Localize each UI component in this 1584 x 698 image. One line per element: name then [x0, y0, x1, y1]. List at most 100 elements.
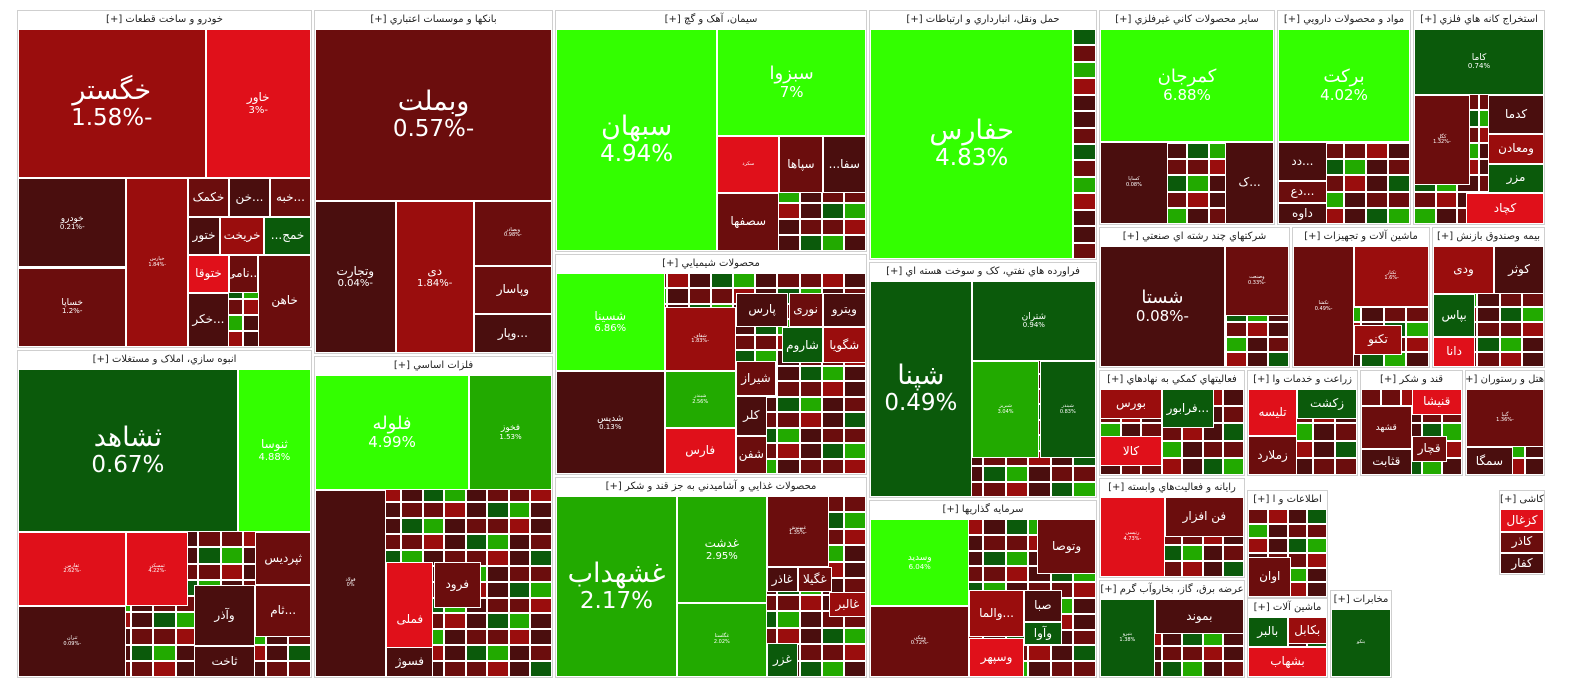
minor-tile[interactable]	[401, 502, 423, 519]
minor-tile[interactable]	[1499, 321, 1522, 337]
minor-tile[interactable]	[1388, 159, 1410, 176]
minor-tile[interactable]	[1073, 111, 1096, 128]
minor-tile[interactable]	[1005, 519, 1029, 535]
minor-tile[interactable]	[1050, 481, 1074, 497]
minor-tile[interactable]	[843, 545, 866, 562]
stock-tile[interactable]: سپاها	[779, 135, 823, 194]
stock-tile[interactable]: غدشت 2.95%	[676, 496, 767, 603]
minor-tile[interactable]	[1313, 440, 1336, 458]
minor-tile[interactable]	[444, 661, 466, 677]
minor-tile[interactable]	[288, 644, 311, 661]
sector-title[interactable]: انبوه سازي، املاک و مستغلات [+]	[18, 351, 311, 369]
minor-tile[interactable]	[1499, 336, 1522, 352]
minor-tile[interactable]	[1073, 78, 1096, 95]
minor-tile[interactable]	[1223, 545, 1244, 561]
minor-tile[interactable]	[1521, 351, 1544, 367]
minor-tile[interactable]	[1165, 207, 1187, 224]
minor-tile[interactable]	[444, 613, 466, 630]
minor-tile[interactable]	[1073, 94, 1096, 112]
sector-title[interactable]: اطلاعات و ا [+]	[1248, 491, 1327, 509]
minor-tile[interactable]	[508, 502, 531, 519]
minor-tile[interactable]	[1073, 598, 1096, 614]
stock-tile[interactable]: کاذر	[1500, 531, 1544, 553]
minor-tile[interactable]	[1073, 242, 1096, 259]
minor-tile[interactable]	[755, 334, 778, 351]
minor-tile[interactable]	[1313, 457, 1336, 475]
stock-tile[interactable]: ثنوسا 4.88%	[237, 369, 311, 533]
minor-tile[interactable]	[777, 273, 800, 289]
sector-title[interactable]: بانکها و موسسات اعتباري [+]	[315, 11, 552, 29]
minor-tile[interactable]	[220, 547, 244, 564]
minor-tile[interactable]	[1005, 481, 1029, 497]
minor-tile[interactable]	[508, 565, 531, 582]
sector-sugar[interactable]: قند و شکر [+] قنیشا قشهد قثابت قچار	[1360, 370, 1463, 476]
stock-tile[interactable]: ونیکی -0.72%	[870, 605, 970, 677]
stock-tile[interactable]: فارس	[664, 427, 736, 474]
minor-tile[interactable]	[465, 661, 488, 677]
stock-tile[interactable]: وسپهر	[969, 637, 1024, 677]
minor-tile[interactable]	[843, 396, 866, 413]
stock-tile[interactable]: سکرد	[717, 135, 780, 194]
minor-tile[interactable]	[508, 581, 531, 598]
minor-tile[interactable]	[1073, 61, 1096, 79]
stock-tile[interactable]: تلیسه	[1248, 389, 1298, 437]
minor-tile[interactable]	[821, 412, 844, 428]
minor-tile[interactable]	[777, 443, 800, 459]
stock-tile[interactable]: شاروم	[782, 327, 823, 364]
minor-tile[interactable]	[777, 203, 800, 220]
stock-tile[interactable]: قچار	[1411, 436, 1447, 463]
minor-tile[interactable]	[1223, 661, 1244, 677]
sector-title[interactable]: فعاليتهاي کمکي به نهادهاي [+]	[1100, 371, 1244, 389]
minor-tile[interactable]	[487, 502, 509, 519]
stock-tile[interactable]: اوان	[1248, 557, 1292, 597]
sector-title[interactable]: حمل ونقل، انبارداري و ارتباطات [+]	[870, 11, 1096, 29]
minor-tile[interactable]	[508, 661, 531, 677]
minor-tile[interactable]	[821, 443, 844, 459]
minor-tile[interactable]	[821, 396, 844, 413]
stock-tile[interactable]: برکت 4.02%	[1278, 29, 1410, 143]
minor-tile[interactable]	[1477, 306, 1500, 322]
minor-tile[interactable]	[1521, 336, 1544, 352]
sector-title[interactable]: ماشين آلات و تجهيزات [+]	[1293, 228, 1429, 246]
minor-tile[interactable]	[530, 629, 552, 646]
minor-tile[interactable]	[799, 381, 822, 397]
stock-tile[interactable]: کگل -1.32%	[1414, 95, 1470, 185]
minor-tile[interactable]	[530, 597, 552, 614]
sector-title[interactable]: خودرو و ساخت قطعات [+]	[18, 11, 311, 29]
sector-kashi[interactable]: کاشی [+] کزغال کاذر کفار	[1499, 490, 1545, 575]
minor-tile[interactable]	[1344, 191, 1366, 208]
minor-tile[interactable]	[1005, 534, 1029, 551]
sector-title[interactable]: مخابرات [+]	[1331, 591, 1391, 609]
minor-tile[interactable]	[1202, 561, 1224, 577]
minor-tile[interactable]	[1187, 175, 1209, 192]
stock-tile[interactable]: غگیلا	[797, 566, 832, 592]
minor-tile[interactable]	[711, 273, 734, 289]
stock-tile[interactable]: ثفارس -2.62%	[18, 532, 127, 607]
sector-agri[interactable]: زراعت و خدمات وا [+] زکشت تلیسه زملارد	[1247, 370, 1358, 476]
minor-tile[interactable]	[508, 613, 531, 630]
minor-tile[interactable]	[465, 502, 488, 519]
minor-tile[interactable]	[401, 533, 423, 550]
minor-tile[interactable]	[1005, 550, 1029, 567]
minor-tile[interactable]	[1223, 423, 1244, 441]
minor-tile[interactable]	[1161, 457, 1183, 475]
stock-tile[interactable]: غزر	[766, 642, 798, 677]
stock-tile[interactable]: نوری	[788, 293, 823, 328]
minor-tile[interactable]	[1182, 561, 1203, 577]
stock-tile[interactable]: ...دد	[1278, 142, 1327, 182]
sector-title[interactable]: ساير محصولات کاني غيرفلزي [+]	[1100, 11, 1274, 29]
minor-tile[interactable]	[1165, 159, 1187, 176]
minor-tile[interactable]	[1073, 209, 1096, 227]
minor-tile[interactable]	[1307, 523, 1327, 539]
minor-tile[interactable]	[530, 661, 552, 677]
minor-tile[interactable]	[1028, 661, 1051, 677]
stock-tile[interactable]: شسینا 6.86%	[556, 273, 665, 372]
stock-tile[interactable]: خکمک	[187, 178, 229, 217]
minor-tile[interactable]	[1388, 175, 1410, 192]
minor-tile[interactable]	[1388, 142, 1410, 159]
minor-tile[interactable]	[444, 518, 466, 534]
stock-tile[interactable]: قنیشا	[1411, 389, 1462, 415]
sector-title[interactable]: قند و شکر [+]	[1361, 371, 1462, 389]
minor-tile[interactable]	[1307, 509, 1327, 524]
minor-tile[interactable]	[1267, 538, 1288, 553]
